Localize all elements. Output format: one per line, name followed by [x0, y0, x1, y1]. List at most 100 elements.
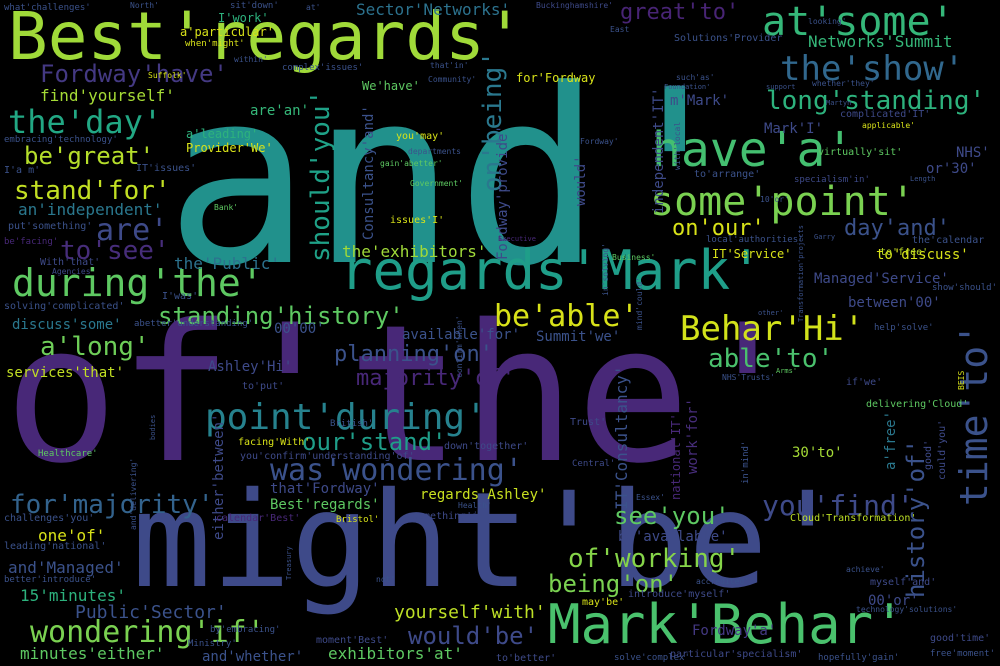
- word-summit-we: Summit'we': [536, 329, 621, 345]
- word-networks-summit: Networks'Summit: [808, 32, 953, 51]
- word-accredited: accredited': [696, 577, 749, 586]
- word-our-stand: our'stand': [302, 428, 447, 456]
- word-complex-issues: complex'issues': [282, 63, 364, 73]
- word-might-be: might'be': [132, 464, 848, 618]
- word-buckinghamshire: Buckinghamshire': [536, 1, 614, 10]
- word-abetter-understanding: abetter'understanding': [134, 319, 254, 329]
- word-help-solve: help'solve': [874, 323, 934, 333]
- word-departments: departments: [408, 147, 461, 156]
- word-virtually-sit: virtually'sit': [818, 147, 903, 158]
- word-see-you: see'you': [614, 502, 730, 530]
- word-discuss-some: discuss'some': [12, 317, 122, 333]
- word-i-work: I'work': [218, 11, 269, 25]
- word-the-show: the'show': [780, 49, 965, 89]
- word-whether-they: whether'they': [812, 79, 875, 88]
- word-at-sm: at': [306, 3, 321, 12]
- word-show-should: show'should': [932, 283, 998, 293]
- word-find-yourself: find'yourself': [40, 86, 175, 105]
- word-better-introduce: better'introduce': [4, 575, 97, 585]
- word-may-be: may'be': [582, 597, 625, 608]
- word-it-service: IT'Service': [712, 247, 792, 261]
- word-on-our: on'our': [672, 216, 765, 241]
- word-the-public: the'Public': [174, 254, 280, 273]
- word-services-that: services'that': [6, 365, 125, 381]
- word-10-or: 10'or': [760, 195, 789, 204]
- word-local-authorities: local'authorities': [706, 235, 804, 245]
- word-it-consultancy: IT'Consultancy': [612, 365, 631, 511]
- word-technology-solutions: technology'solutions': [856, 605, 958, 614]
- word-transformation-projects: Transformation'projects: [797, 225, 805, 322]
- word-garry: Garry: [814, 233, 836, 241]
- word-able-to: able'to': [708, 344, 834, 374]
- word-to-see: to'see': [60, 236, 170, 266]
- word-ashley-hi: Ashley'Hi': [208, 359, 293, 375]
- word-was-wondering: was'wondering': [270, 453, 523, 488]
- word-with-that: With'that': [40, 257, 101, 268]
- word-an-independent: an'independent': [18, 200, 163, 219]
- word-down-together: down'together': [444, 441, 529, 452]
- word-that-fordway: that'Fordway': [270, 481, 380, 497]
- word-standing-history: standing'history': [158, 302, 404, 330]
- word-available-for: available'for': [402, 327, 521, 343]
- word-something-in: something'in': [412, 511, 491, 522]
- word-north: North': [130, 1, 159, 10]
- word-to-better: to'better': [496, 653, 557, 664]
- word-the-day: the'day': [8, 103, 163, 141]
- word-suffolk: Suffolk': [148, 71, 187, 80]
- word-be-great: be'great': [24, 142, 155, 170]
- word-a-free: a'free': [883, 410, 899, 470]
- word-issues-i: issues'I': [390, 215, 445, 226]
- word-length: Length: [910, 175, 936, 183]
- word-solve-complex: solve'complex': [614, 653, 690, 663]
- word-between-00: between'00': [848, 295, 941, 311]
- word-gain-abetter: gain'abetter': [380, 159, 443, 168]
- word-specialism-in: specialism'in': [794, 175, 870, 185]
- word-central: Central': [572, 459, 616, 469]
- word-moment-best: moment'Best': [316, 635, 389, 646]
- word-in-mind: in'mind': [741, 440, 751, 484]
- word-not: not': [376, 575, 396, 584]
- word-treasury: Treasury: [285, 546, 293, 580]
- word-cloud-transformation: Cloud'Transformation': [790, 513, 917, 524]
- word-embracing-technology: embracing'technology': [4, 135, 118, 145]
- word-00-00: 00'00': [274, 321, 325, 337]
- word-that-in: that'in': [430, 61, 469, 70]
- word-national-it: national'IT': [669, 413, 683, 500]
- word-business: Business': [612, 253, 656, 262]
- word-public-sector: Public'Sector': [75, 602, 227, 623]
- word-facing-with: facing'With': [238, 437, 311, 448]
- word-east: East: [610, 25, 630, 34]
- word-it-issues: IT'issues': [136, 163, 197, 174]
- word-would: would': [573, 155, 589, 206]
- word-have-a: have'a': [652, 122, 855, 178]
- word-applicable: applicable': [862, 121, 915, 130]
- word-achieve: achieve': [846, 565, 885, 574]
- word-to-free: to'free': [880, 247, 929, 258]
- word-planning-on: planning'on': [334, 342, 493, 367]
- word-foundation: Foundation': [664, 83, 711, 91]
- word-a-leading: a'leading': [186, 127, 259, 141]
- word-you-confirm: you'confirm'understanding'of': [240, 451, 415, 462]
- word-best-regards-sm: Best'regards': [270, 497, 380, 513]
- word-if-we: if'we': [846, 377, 883, 388]
- word-independent-it: independent'IT': [651, 87, 667, 214]
- word-good: good': [923, 439, 934, 470]
- word-wondering-if: wondering'if': [30, 615, 265, 650]
- word-put-something: put'something': [8, 221, 93, 232]
- word-the-calendar: the'calendar: [912, 235, 985, 246]
- word-fordway-sm: Fordway': [580, 137, 619, 146]
- word-delivering-cloud: delivering'Cloud': [866, 399, 969, 410]
- word-i-was: I'was': [162, 291, 199, 302]
- word-within: within': [234, 55, 268, 64]
- word-when-might: when'might': [185, 39, 245, 49]
- word-mark-behar: Mark'Behar': [548, 593, 906, 656]
- word-other: other': [758, 309, 784, 317]
- word-and-whether: and'whether': [202, 649, 304, 665]
- word-challenges-you: challenges'you': [4, 513, 95, 524]
- word-bank: Bank': [214, 203, 239, 212]
- word-with-local: with'local: [673, 121, 682, 170]
- word-are-an: are'an': [250, 103, 310, 119]
- word-particular-specialism: particular'specialism': [670, 649, 803, 660]
- word-british: British': [330, 419, 374, 429]
